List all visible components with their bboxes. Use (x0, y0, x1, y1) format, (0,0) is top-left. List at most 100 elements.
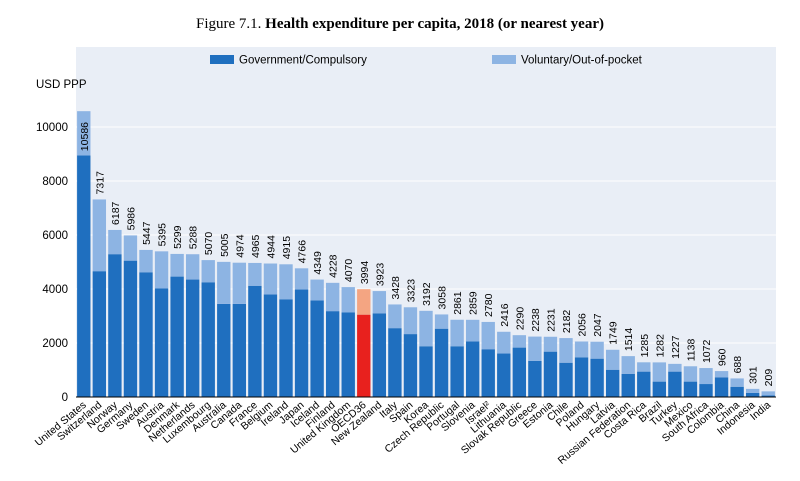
bar-voluntary (699, 368, 713, 385)
bar-voluntary (108, 229, 122, 255)
bar-voluntary (92, 199, 107, 272)
data-label: 1514 (623, 328, 635, 352)
bar-voluntary (372, 291, 387, 314)
bar-voluntary (294, 268, 309, 290)
figure-label: Figure 7.1. (195, 16, 262, 32)
data-label: 4349 (312, 251, 324, 275)
bar-government (388, 328, 402, 397)
data-label: 688 (732, 356, 744, 374)
bar-voluntary (637, 362, 651, 372)
bar-voluntary (185, 254, 200, 280)
bar-government (465, 341, 480, 397)
y-tick-label: 2000 (42, 338, 68, 350)
bar-government (745, 392, 760, 397)
bar-government (497, 353, 511, 397)
data-label: 4915 (281, 236, 293, 260)
figure-title-text: Health expenditure per capita, 2018 (or … (265, 16, 604, 32)
bar-voluntary (465, 319, 480, 342)
bar-voluntary (325, 282, 340, 312)
data-label: 6187 (110, 201, 122, 225)
y-tick-label: 4000 (42, 284, 68, 296)
data-label: 1282 (654, 334, 666, 358)
data-label: 4070 (343, 259, 355, 283)
bar-government (574, 357, 589, 397)
bar-voluntary (201, 260, 215, 283)
data-label: 2290 (514, 307, 526, 331)
data-label: 301 (748, 366, 760, 384)
data-label: 1285 (639, 334, 651, 358)
bar-government (590, 358, 604, 397)
bar-government (310, 300, 324, 397)
bar-government (279, 299, 293, 397)
data-label: 2780 (483, 293, 495, 317)
legend-swatch (492, 55, 516, 64)
bar-voluntary (139, 249, 153, 273)
legend-background (76, 47, 776, 72)
bar-government (714, 377, 729, 397)
bar-government (512, 347, 527, 397)
bar-voluntary (745, 388, 760, 393)
data-label: 5005 (219, 233, 231, 257)
bar-voluntary (512, 335, 527, 348)
bar-voluntary (434, 314, 449, 329)
bar-government (232, 303, 247, 397)
bar-government (637, 371, 651, 397)
bar-government (201, 282, 215, 397)
bar-voluntary (652, 362, 667, 382)
data-label: 4228 (328, 254, 340, 278)
data-label: 2231 (545, 308, 557, 332)
bar-voluntary (248, 262, 262, 286)
data-label: 1072 (701, 340, 713, 364)
data-label: 3428 (390, 276, 402, 300)
y-tick-label: 8000 (42, 176, 68, 188)
bar-government (217, 303, 231, 397)
data-label: 3323 (405, 279, 417, 303)
bar-voluntary (481, 321, 495, 350)
bar-government (419, 346, 433, 397)
bar-voluntary (528, 336, 542, 361)
bar-voluntary (761, 391, 775, 396)
data-label: 4974 (234, 234, 246, 258)
bar-government (699, 384, 713, 397)
bar-government (434, 328, 449, 397)
data-label: 2047 (592, 313, 604, 337)
data-label: 3923 (374, 263, 386, 287)
bar-government (185, 279, 200, 397)
data-label: 1227 (670, 335, 682, 359)
data-label: 1749 (608, 321, 620, 345)
bar-voluntary (559, 338, 573, 363)
data-label: 2861 (452, 291, 464, 315)
data-label: 5288 (188, 226, 200, 250)
data-label: 10586 (79, 122, 91, 151)
bar-government (294, 289, 309, 397)
bar-voluntary (123, 235, 138, 261)
bar-voluntary (419, 310, 433, 347)
data-label: 4766 (297, 240, 309, 264)
data-label: 209 (763, 369, 775, 387)
bar-voluntary (263, 263, 278, 295)
bar-voluntary (621, 356, 635, 374)
bar-government (683, 381, 698, 397)
bar-government (123, 260, 138, 397)
data-label: 960 (717, 348, 729, 366)
bar-voluntary (77, 111, 91, 156)
data-label: 3994 (359, 261, 371, 285)
bar-voluntary (714, 371, 729, 378)
bar-government (652, 381, 667, 397)
data-label: 5447 (141, 221, 153, 245)
bar-government (341, 312, 355, 397)
bar-voluntary (403, 307, 418, 335)
bar-government (92, 271, 107, 397)
data-label: 1138 (685, 339, 697, 362)
bar-voluntary (154, 251, 169, 289)
data-labels: 10586 7317 6187 5986 5447 5395 5299 5288 5070 500… (79, 122, 775, 387)
bar-government (730, 386, 744, 397)
bar-voluntary (217, 261, 231, 304)
bar-voluntary (232, 262, 247, 304)
data-label: 5070 (203, 232, 215, 256)
bar-voluntary (574, 341, 589, 358)
data-label: 3192 (421, 282, 433, 306)
bar-government (248, 285, 262, 397)
data-label: 2182 (561, 310, 573, 334)
